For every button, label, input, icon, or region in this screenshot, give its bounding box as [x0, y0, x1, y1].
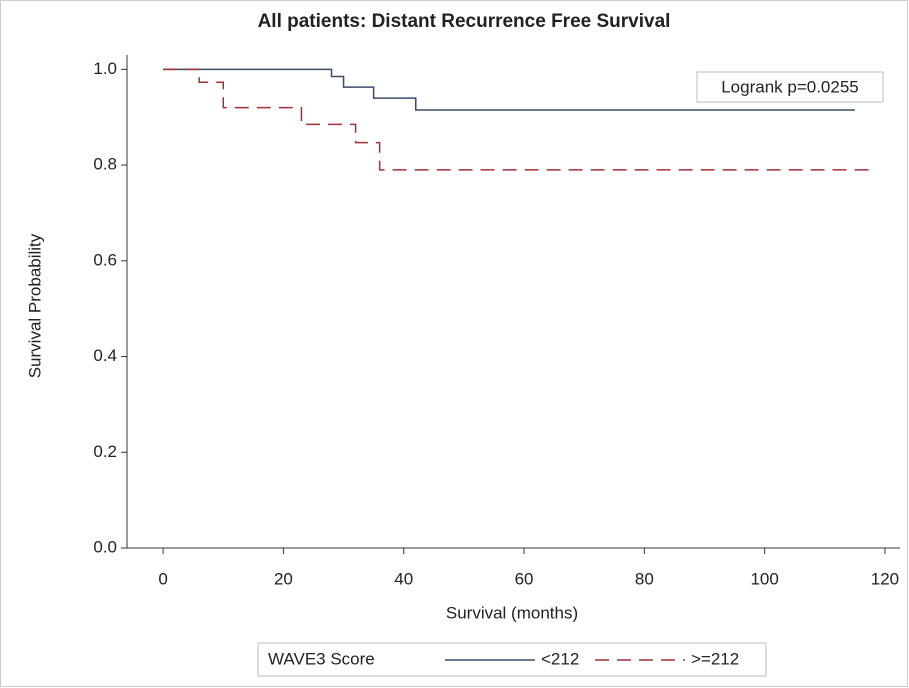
- y-tick-label: 1.0: [93, 59, 117, 78]
- survival-curve: [163, 68, 855, 111]
- x-tick-label: 60: [515, 569, 534, 588]
- x-tick-label: 100: [750, 569, 778, 588]
- y-tick-label: 0.4: [93, 346, 117, 365]
- x-tick-label: 20: [274, 569, 293, 588]
- x-tick-label: 0: [158, 569, 167, 588]
- x-tick-label: 120: [871, 569, 899, 588]
- legend-title: WAVE3 Score: [268, 649, 375, 668]
- legend-label: <212: [541, 649, 579, 668]
- x-axis-label: Survival (months): [446, 603, 578, 622]
- x-tick-label: 40: [394, 569, 413, 588]
- annotation-box: [696, 71, 884, 103]
- legend-label: >=212: [691, 649, 739, 668]
- chart-title: All patients: Distant Recurrence Free Su…: [258, 11, 671, 32]
- y-tick-label: 0.6: [93, 250, 117, 269]
- x-tick-label: 80: [635, 569, 654, 588]
- y-tick-label: 0.2: [93, 442, 117, 461]
- y-tick-label: 0.8: [93, 155, 117, 174]
- y-axis-label: Survival Probability: [25, 233, 44, 378]
- y-tick-label: 0.0: [93, 537, 117, 556]
- survival-curve: [163, 68, 873, 171]
- annotation: Logrank p=0.0255: [721, 77, 859, 96]
